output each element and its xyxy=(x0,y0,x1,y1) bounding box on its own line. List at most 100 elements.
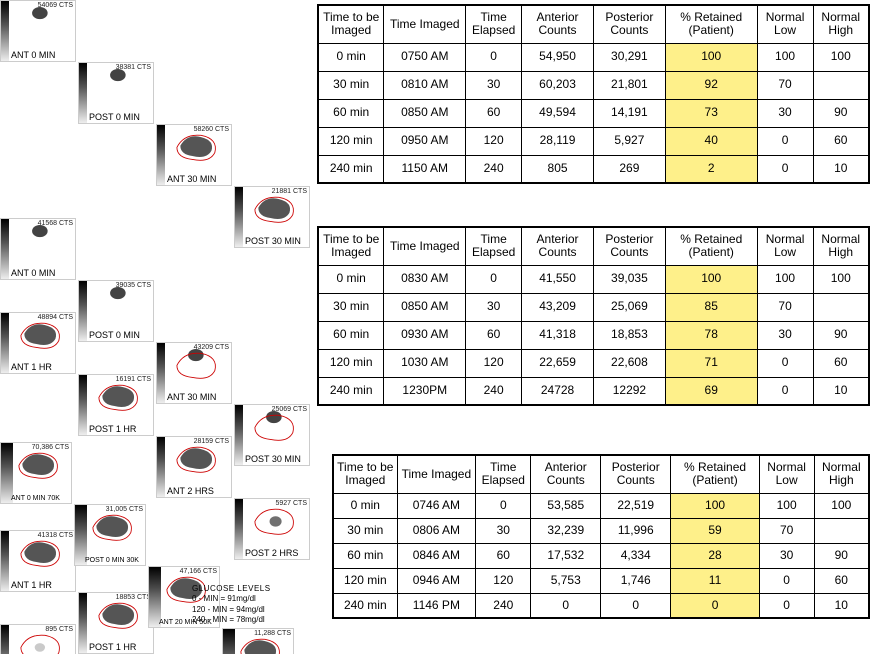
view-label: ANT 30 MIN xyxy=(167,392,216,402)
data-cell: 0850 AM xyxy=(384,293,466,321)
data-cell: 28,119 xyxy=(522,127,594,155)
data-cell: 30,291 xyxy=(593,43,665,71)
data-cell: 120 min xyxy=(318,127,384,155)
data-cell: 24728 xyxy=(522,377,594,405)
table-row: 60 min0930 AM6041,31818,853783090 xyxy=(318,321,869,349)
data-cell: 100 xyxy=(757,265,813,293)
col-header: Time to be Imaged xyxy=(318,5,384,43)
data-cell: 100 xyxy=(813,43,869,71)
data-cell: 70 xyxy=(757,71,813,99)
data-cell: 1146 PM xyxy=(397,593,476,618)
data-cell: 0 xyxy=(757,377,813,405)
data-cell: 10 xyxy=(814,593,869,618)
data-cell: 120 xyxy=(476,568,531,593)
col-header: Time Elapsed xyxy=(476,455,531,493)
data-cell: 0 min xyxy=(318,43,384,71)
table-row: 30 min0806 AM3032,23911,9965970 xyxy=(333,518,869,543)
data-cell: 14,191 xyxy=(593,99,665,127)
scan-panel: 25069 CTSPOST 30 MIN xyxy=(234,404,310,466)
data-cell: 0846 AM xyxy=(397,543,476,568)
data-cell xyxy=(813,71,869,99)
pct-retained-cell: 40 xyxy=(665,127,757,155)
data-cell: 0 xyxy=(531,593,601,618)
data-cell: 120 min xyxy=(333,568,397,593)
scan-panel: 5927 CTSPOST 2 HRS xyxy=(234,498,310,560)
data-cell: 0810 AM xyxy=(384,71,466,99)
col-header: Time Elapsed xyxy=(466,5,522,43)
data-cell: 90 xyxy=(814,543,869,568)
col-header: Time to be Imaged xyxy=(318,227,384,265)
table-row: 120 min1030 AM12022,65922,60871060 xyxy=(318,349,869,377)
scan-panel: 43209 CTSANT 30 MIN xyxy=(156,342,232,404)
glucose-title: GLUCOSE LEVELS xyxy=(192,584,271,594)
data-cell: 240 xyxy=(476,593,531,618)
data-cell: 30 xyxy=(759,543,814,568)
scan-panel: 31,005 CTSPOST 0 MIN 30K xyxy=(74,504,146,566)
data-cell: 30 min xyxy=(318,71,384,99)
data-cell: 1,746 xyxy=(601,568,671,593)
data-cell: 30 xyxy=(476,518,531,543)
col-header: Anterior Counts xyxy=(531,455,601,493)
data-cell: 25,069 xyxy=(593,293,665,321)
data-cell: 1230PM xyxy=(384,377,466,405)
data-cell: 0950 AM xyxy=(384,127,466,155)
data-cell: 30 xyxy=(466,71,522,99)
data-cell: 0750 AM xyxy=(384,43,466,71)
glucose-line: 240 - MIN = 78mg/dl xyxy=(192,615,271,625)
pct-retained-cell: 100 xyxy=(665,43,757,71)
data-cell: 53,585 xyxy=(531,493,601,518)
data-cell: 32,239 xyxy=(531,518,601,543)
data-cell: 240 xyxy=(466,377,522,405)
data-cell: 120 xyxy=(466,127,522,155)
data-cell xyxy=(814,518,869,543)
table-row: 120 min0950 AM12028,1195,92740060 xyxy=(318,127,869,155)
data-cell: 90 xyxy=(813,321,869,349)
col-header: % Retained (Patient) xyxy=(665,227,757,265)
scan-panel: 21881 CTSPOST 30 MIN xyxy=(234,186,310,248)
data-cell: 60 xyxy=(813,127,869,155)
data-cell: 100 xyxy=(813,265,869,293)
data-cell: 0 xyxy=(466,43,522,71)
data-cell: 60,203 xyxy=(522,71,594,99)
table-row: 0 min0830 AM041,55039,035100100100 xyxy=(318,265,869,293)
col-header: Time Imaged xyxy=(384,227,466,265)
view-label: POST 1 HR xyxy=(89,642,136,652)
data-cell: 30 min xyxy=(318,293,384,321)
glucose-line: 120 - MIN = 94mg/dl xyxy=(192,605,271,615)
data-cell: 21,801 xyxy=(593,71,665,99)
data-cell: 17,532 xyxy=(531,543,601,568)
data-cell: 41,318 xyxy=(522,321,594,349)
col-header: % Retained (Patient) xyxy=(671,455,759,493)
data-cell: 100 xyxy=(814,493,869,518)
view-label: ANT 30 MIN xyxy=(167,174,216,184)
table-row: 240 min1146 PM240000010 xyxy=(333,593,869,618)
data-cell: 120 min xyxy=(318,349,384,377)
data-cell: 0 xyxy=(476,493,531,518)
view-label: POST 1 HR xyxy=(89,424,136,434)
scan-panel: 54069 CTSANT 0 MIN xyxy=(0,0,76,62)
data-cell: 0 xyxy=(759,593,814,618)
data-cell xyxy=(813,293,869,321)
col-header: Time Imaged xyxy=(384,5,466,43)
col-header: Time Elapsed xyxy=(466,227,522,265)
data-cell: 30 xyxy=(757,321,813,349)
scan-panel: 39035 CTSPOST 0 MIN xyxy=(78,280,154,342)
data-cell: 1030 AM xyxy=(384,349,466,377)
table-row: 30 min0850 AM3043,20925,0698570 xyxy=(318,293,869,321)
view-label: POST 30 MIN xyxy=(245,454,301,464)
table-row: 60 min0846 AM6017,5324,334283090 xyxy=(333,543,869,568)
scan-panel: 38381 CTSPOST 0 MIN xyxy=(78,62,154,124)
data-cell: 90 xyxy=(813,99,869,127)
col-header: % Retained (Patient) xyxy=(665,5,757,43)
view-label: POST 0 MIN xyxy=(89,330,140,340)
data-cell: 0946 AM xyxy=(397,568,476,593)
data-cell: 0 xyxy=(759,568,814,593)
data-cell: 49,594 xyxy=(522,99,594,127)
pct-retained-cell: 28 xyxy=(671,543,759,568)
page-root: 54069 CTSANT 0 MIN38381 CTSPOST 0 MIN582… xyxy=(0,0,870,654)
data-cell: 120 xyxy=(466,349,522,377)
data-cell: 70 xyxy=(757,293,813,321)
table-row: 60 min0850 AM6049,59414,191733090 xyxy=(318,99,869,127)
col-header: Posterior Counts xyxy=(593,227,665,265)
data-cell: 0 xyxy=(757,127,813,155)
